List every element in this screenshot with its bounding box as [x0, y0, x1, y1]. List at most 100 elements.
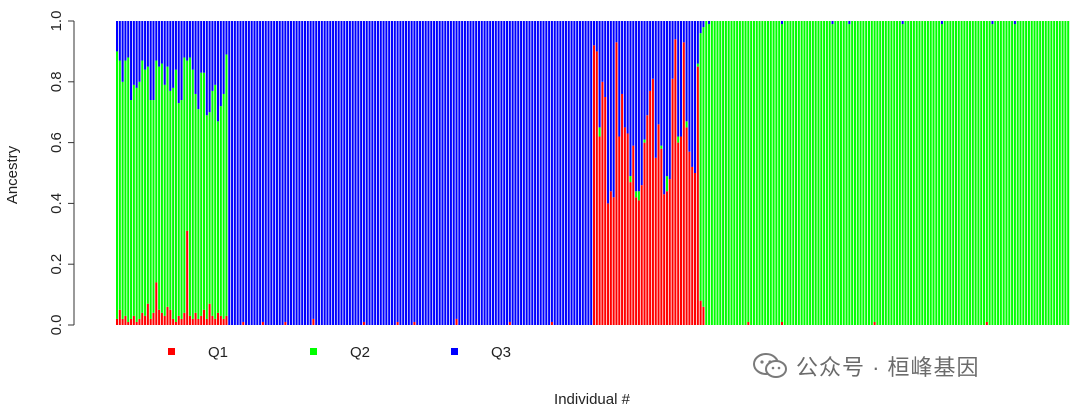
bar-segment-q3 — [200, 21, 203, 73]
individual-bar — [483, 21, 486, 325]
bar-segment-q1 — [626, 133, 629, 325]
bar-segment-q3 — [326, 21, 329, 325]
individual-bar — [149, 21, 152, 325]
bar-segment-q2 — [727, 21, 730, 325]
bar-segment-q3 — [901, 21, 904, 25]
bar-segment-q3 — [264, 21, 267, 325]
individual-bar — [455, 21, 458, 325]
individual-bar — [736, 21, 739, 325]
individual-bar — [1033, 21, 1036, 325]
bar-segment-q3 — [539, 21, 542, 325]
individual-bar — [971, 21, 974, 325]
individual-bar — [963, 21, 966, 325]
individual-bar — [921, 21, 924, 325]
bar-segment-q1 — [183, 312, 186, 325]
individual-bar — [163, 21, 166, 325]
bar-segment-q3 — [405, 21, 408, 325]
bar-segment-q1 — [696, 66, 699, 325]
individual-bar — [472, 21, 475, 325]
bar-segment-q3 — [135, 21, 138, 88]
individual-bar — [211, 21, 214, 325]
bar-segment-q2 — [205, 115, 208, 319]
individual-bar — [239, 21, 242, 325]
bar-segment-q1 — [747, 321, 750, 325]
bar-segment-q2 — [1067, 21, 1070, 325]
x-axis-title: Individual # — [554, 391, 631, 408]
bar-segment-q2 — [766, 21, 769, 325]
bar-segment-q3 — [287, 21, 290, 325]
individual-bar — [646, 21, 649, 326]
bar-segment-q1 — [177, 315, 180, 325]
individual-bar — [497, 21, 500, 325]
individual-bar — [618, 21, 621, 325]
individual-bar — [699, 21, 702, 325]
individual-bar — [253, 21, 256, 325]
individual-bar — [174, 21, 177, 325]
bar-segment-q3 — [236, 21, 239, 325]
individual-bar — [910, 21, 913, 325]
individual-bar — [991, 21, 994, 325]
bar-segment-q1 — [158, 309, 161, 325]
individual-bar — [245, 21, 248, 325]
bar-segment-q2 — [1039, 21, 1042, 325]
individual-bar — [475, 21, 478, 325]
bar-segment-q1 — [688, 151, 691, 325]
individual-bar — [761, 21, 764, 325]
bar-segment-q1 — [618, 136, 621, 325]
individual-bar — [789, 21, 792, 325]
bar-segment-q3 — [270, 21, 273, 325]
bar-segment-q3 — [354, 21, 357, 325]
bar-segment-q2 — [968, 21, 972, 325]
bar-segment-q2 — [893, 21, 896, 325]
individual-bar — [564, 21, 567, 325]
bar-segment-q2 — [1027, 21, 1030, 325]
individual-bar — [489, 21, 492, 325]
bar-segment-q3 — [289, 21, 292, 325]
individual-bar — [138, 21, 141, 325]
bar-segment-q2 — [851, 21, 854, 325]
bar-segment-q2 — [225, 54, 228, 316]
individual-bar — [197, 21, 200, 325]
bar-segment-q2 — [789, 21, 792, 325]
individual-bar — [887, 21, 890, 325]
individual-bar — [595, 21, 598, 326]
bar-segment-q3 — [629, 21, 632, 177]
individual-bar — [413, 21, 416, 325]
bar-segment-q3 — [396, 21, 399, 322]
individual-bar — [160, 21, 163, 325]
individual-bar — [312, 21, 315, 325]
individual-bar — [1013, 21, 1016, 325]
bar-segment-q2 — [797, 21, 800, 325]
bar-segment-q3 — [194, 21, 197, 94]
bar-segment-q2 — [811, 21, 814, 325]
individual-bar — [845, 21, 848, 325]
bar-segment-q3 — [225, 21, 228, 55]
bar-segment-q3 — [991, 21, 994, 25]
individual-bar — [856, 21, 859, 325]
individual-bar — [326, 21, 329, 325]
bar-segment-q2 — [222, 93, 225, 319]
bar-segment-q3 — [413, 21, 416, 322]
bar-segment-q3 — [228, 21, 231, 325]
bar-segment-q2 — [177, 103, 180, 316]
bar-segment-q3 — [138, 21, 141, 82]
individual-bar — [202, 21, 205, 325]
individual-bar — [657, 21, 660, 325]
bar-segment-q3 — [682, 21, 685, 43]
bar-segment-q3 — [578, 21, 581, 325]
bar-segment-q3 — [174, 21, 177, 70]
bar-segment-q1 — [396, 321, 399, 325]
individual-bar — [303, 21, 307, 325]
bar-segment-q2 — [890, 21, 893, 325]
bar-segment-q3 — [522, 21, 525, 325]
bar-segment-q1 — [208, 303, 211, 325]
individual-bar — [461, 21, 464, 325]
individual-bar — [629, 21, 632, 325]
individual-bar — [929, 21, 932, 325]
individual-bar — [225, 21, 228, 325]
bar-segment-q2 — [898, 21, 901, 325]
bar-segment-q2 — [1033, 21, 1036, 325]
individual-bar — [536, 21, 539, 325]
bar-segment-q2 — [1047, 21, 1050, 325]
individual-bar — [219, 21, 222, 325]
